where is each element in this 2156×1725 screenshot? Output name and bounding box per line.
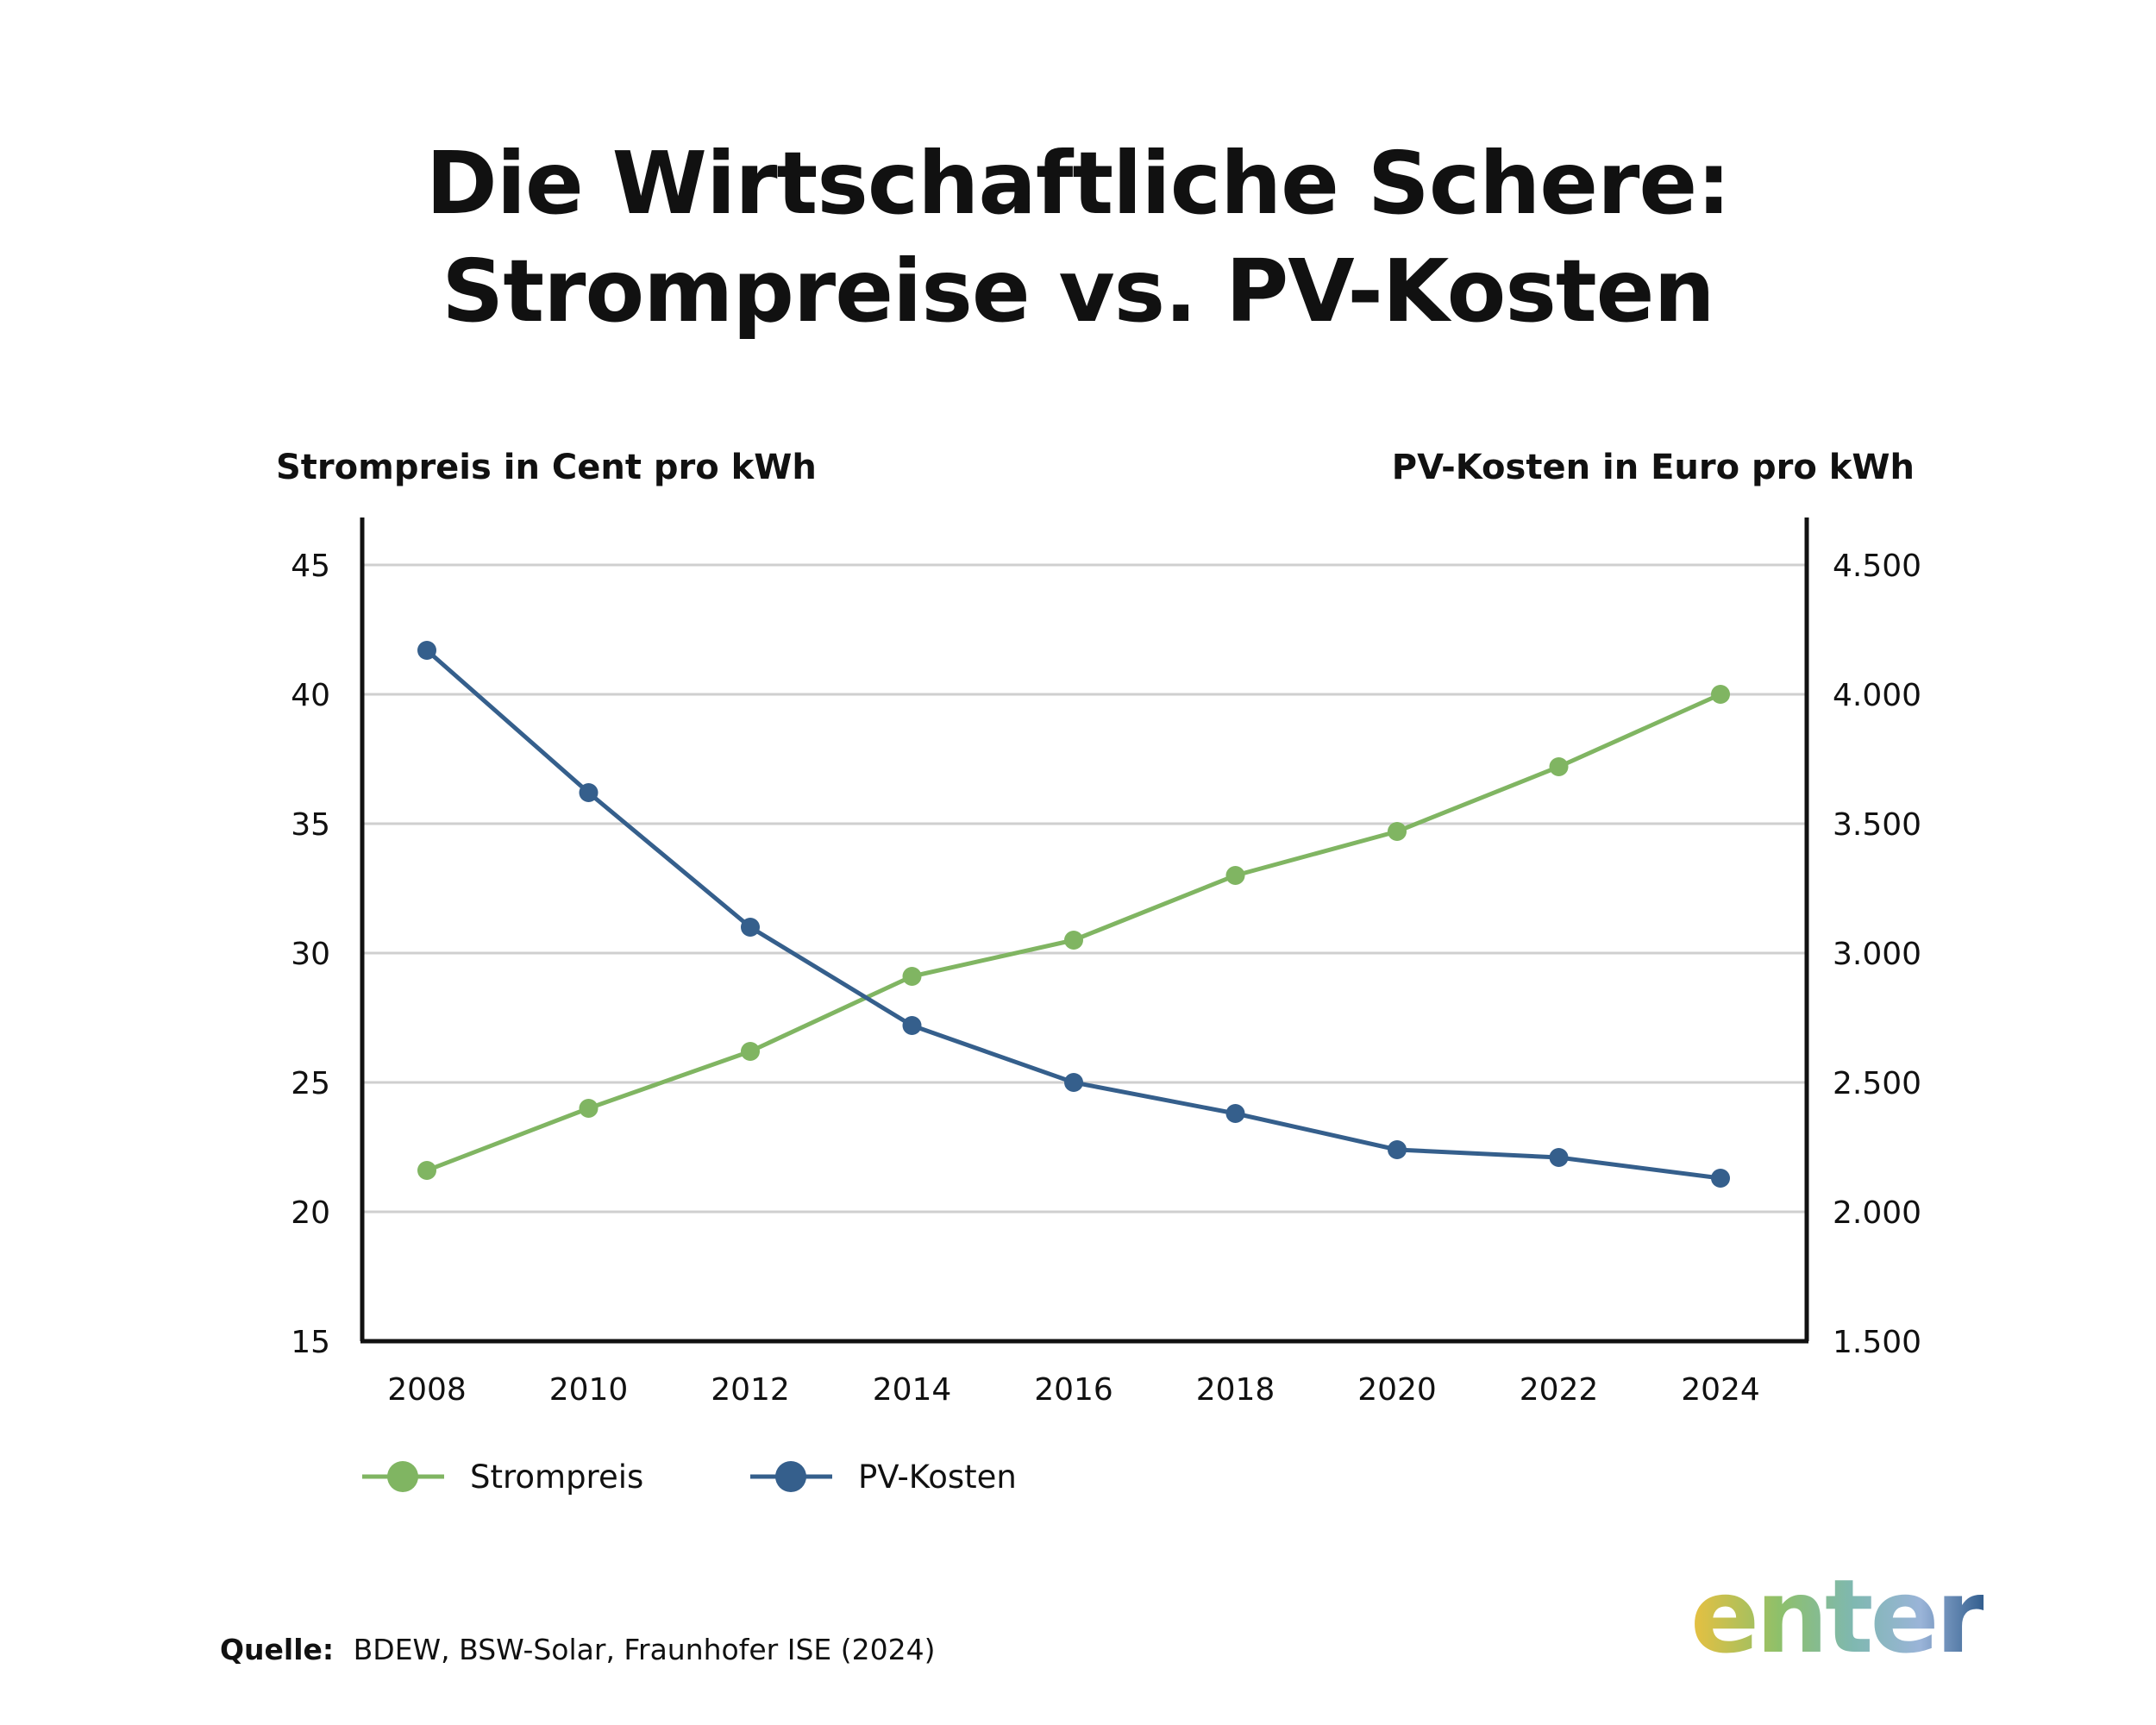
x-tick-label: 2024 [1681, 1372, 1760, 1408]
x-tick-label: 2018 [1196, 1372, 1275, 1408]
left-axis-title: Strompreis in Cent pro kWh [276, 448, 817, 487]
series-pv-kosten [417, 641, 1730, 1188]
right-tick-label: 4.000 [1833, 678, 1921, 713]
left-tick-label: 45 [291, 549, 330, 584]
pv-kosten-point [1064, 1073, 1083, 1092]
pv-kosten-point [1388, 1140, 1407, 1159]
axes [360, 518, 1809, 1344]
legend: Strompreis PV-Kosten [362, 1458, 1017, 1496]
left-tick-label: 20 [291, 1195, 330, 1231]
left-tick-label: 30 [291, 937, 330, 972]
left-tick-label: 25 [291, 1066, 330, 1101]
source-text: BDEW, BSW-Solar, Fraunhofer ISE (2024) [353, 1633, 936, 1666]
enter-logo: enter [1690, 1570, 1984, 1665]
strompreis-point [741, 1042, 760, 1061]
x-tick-label: 2016 [1034, 1372, 1113, 1408]
strompreis-point [1225, 866, 1245, 885]
pv-kosten-point [579, 783, 599, 802]
legend-item-pv-kosten: PV-Kosten [750, 1458, 1017, 1496]
legend-swatch-marker [775, 1461, 806, 1492]
pv-kosten-point [1225, 1104, 1245, 1123]
strompreis-point [1064, 931, 1083, 950]
strompreis-point [1388, 822, 1407, 841]
pv-kosten-point [1549, 1148, 1569, 1167]
right-tick-label: 2.000 [1833, 1195, 1921, 1231]
x-tick-label: 2020 [1357, 1372, 1437, 1408]
legend-label: Strompreis [470, 1458, 643, 1496]
strompreis-point [579, 1099, 599, 1118]
strompreis-point [417, 1161, 436, 1180]
legend-item-strompreis: Strompreis [362, 1458, 643, 1496]
right-tick-label: 4.500 [1833, 549, 1921, 584]
gridlines [362, 563, 1807, 1214]
strompreis-point [902, 967, 922, 986]
legend-label: PV-Kosten [858, 1458, 1017, 1496]
strompreis-point [1549, 757, 1569, 776]
page-title: Die Wirtschaftliche Schere: Strompreise … [425, 133, 1732, 342]
right-tick-label: 3.000 [1833, 937, 1921, 972]
series-strompreis [417, 685, 1730, 1180]
x-tick-label: 2022 [1520, 1372, 1599, 1408]
series [417, 641, 1730, 1188]
legend-swatch-marker [387, 1461, 418, 1492]
source-note: Quelle: BDEW, BSW-Solar, Fraunhofer ISE … [220, 1633, 935, 1666]
right-axis-title: PV-Kosten in Euro pro kWh [1392, 448, 1915, 487]
strompreis-point [1711, 685, 1730, 704]
x-tick-label: 2014 [873, 1372, 952, 1408]
left-tick-label: 15 [291, 1325, 330, 1360]
logo-wordmark: enter [1690, 1570, 1984, 1665]
right-tick-label: 1.500 [1833, 1325, 1921, 1360]
source-label: Quelle: [220, 1633, 335, 1666]
x-tick-label: 2010 [549, 1372, 629, 1408]
pv-kosten-point [741, 918, 760, 937]
pv-kosten-point [1711, 1169, 1730, 1188]
x-tick-label: 2008 [387, 1372, 467, 1408]
left-tick-label: 35 [291, 807, 330, 843]
right-tick-label: 2.500 [1833, 1066, 1921, 1101]
right-tick-label: 3.500 [1833, 807, 1921, 843]
pv-kosten-point [902, 1016, 922, 1035]
tick-labels: 15 20 25 30 35 40 45 1.500 2.000 2.500 3.000 3.500 4… [291, 549, 1921, 1408]
x-tick-label: 2012 [711, 1372, 790, 1408]
pv-kosten-point [417, 641, 436, 660]
left-tick-label: 40 [291, 678, 330, 713]
